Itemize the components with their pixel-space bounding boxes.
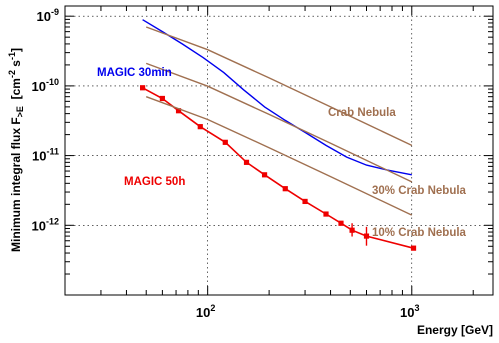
y-tick-label: 10-12 (32, 216, 59, 233)
data-point (197, 124, 203, 130)
series-line-magic-30min (142, 19, 412, 176)
tick-labels: 102 103 10-9 10-10 10-11 10-12 (32, 7, 420, 320)
data-point (323, 211, 329, 217)
data-point (222, 139, 228, 145)
data-point (349, 227, 355, 233)
y-axis-title: Minimum integral flux F>E [cm-2 s-1] (7, 48, 25, 252)
plot-frame (64, 5, 494, 296)
y-tick-label: 10-10 (32, 77, 59, 94)
series-line-30-crab-nebula (145, 62, 413, 183)
y-tick-label: 10-9 (37, 7, 59, 24)
grid-lines (65, 6, 493, 295)
annotations: MAGIC 30min MAGIC 50h Crab Nebula 30% Crab … (97, 67, 467, 239)
data-point (261, 172, 268, 178)
annotation-crab: Crab Nebula (328, 107, 396, 119)
annotation-magic30: MAGIC 30min (97, 67, 172, 79)
x-axis-title: Energy [GeV] (417, 323, 493, 337)
data-point (159, 95, 165, 102)
data-point (282, 186, 288, 192)
y-tick-label: 10-11 (32, 147, 59, 164)
series-line-10-crab-nebula (145, 96, 413, 216)
annotation-magic50: MAGIC 50h (124, 176, 185, 188)
data-point (338, 220, 344, 226)
data-point (363, 233, 370, 239)
series-line-crab-nebula (145, 26, 413, 147)
axis-ticks (64, 6, 493, 296)
data-point (243, 159, 250, 165)
data-point (302, 198, 308, 205)
data-point (140, 85, 146, 91)
data-point (410, 245, 417, 251)
plot-series (140, 19, 417, 251)
annotation-crab30: 30% Crab Nebula (372, 185, 467, 197)
x-tick-label: 102 (196, 303, 215, 320)
x-tick-label: 103 (400, 303, 419, 320)
data-point (175, 108, 182, 114)
annotation-crab10: 10% Crab Nebula (372, 227, 467, 239)
